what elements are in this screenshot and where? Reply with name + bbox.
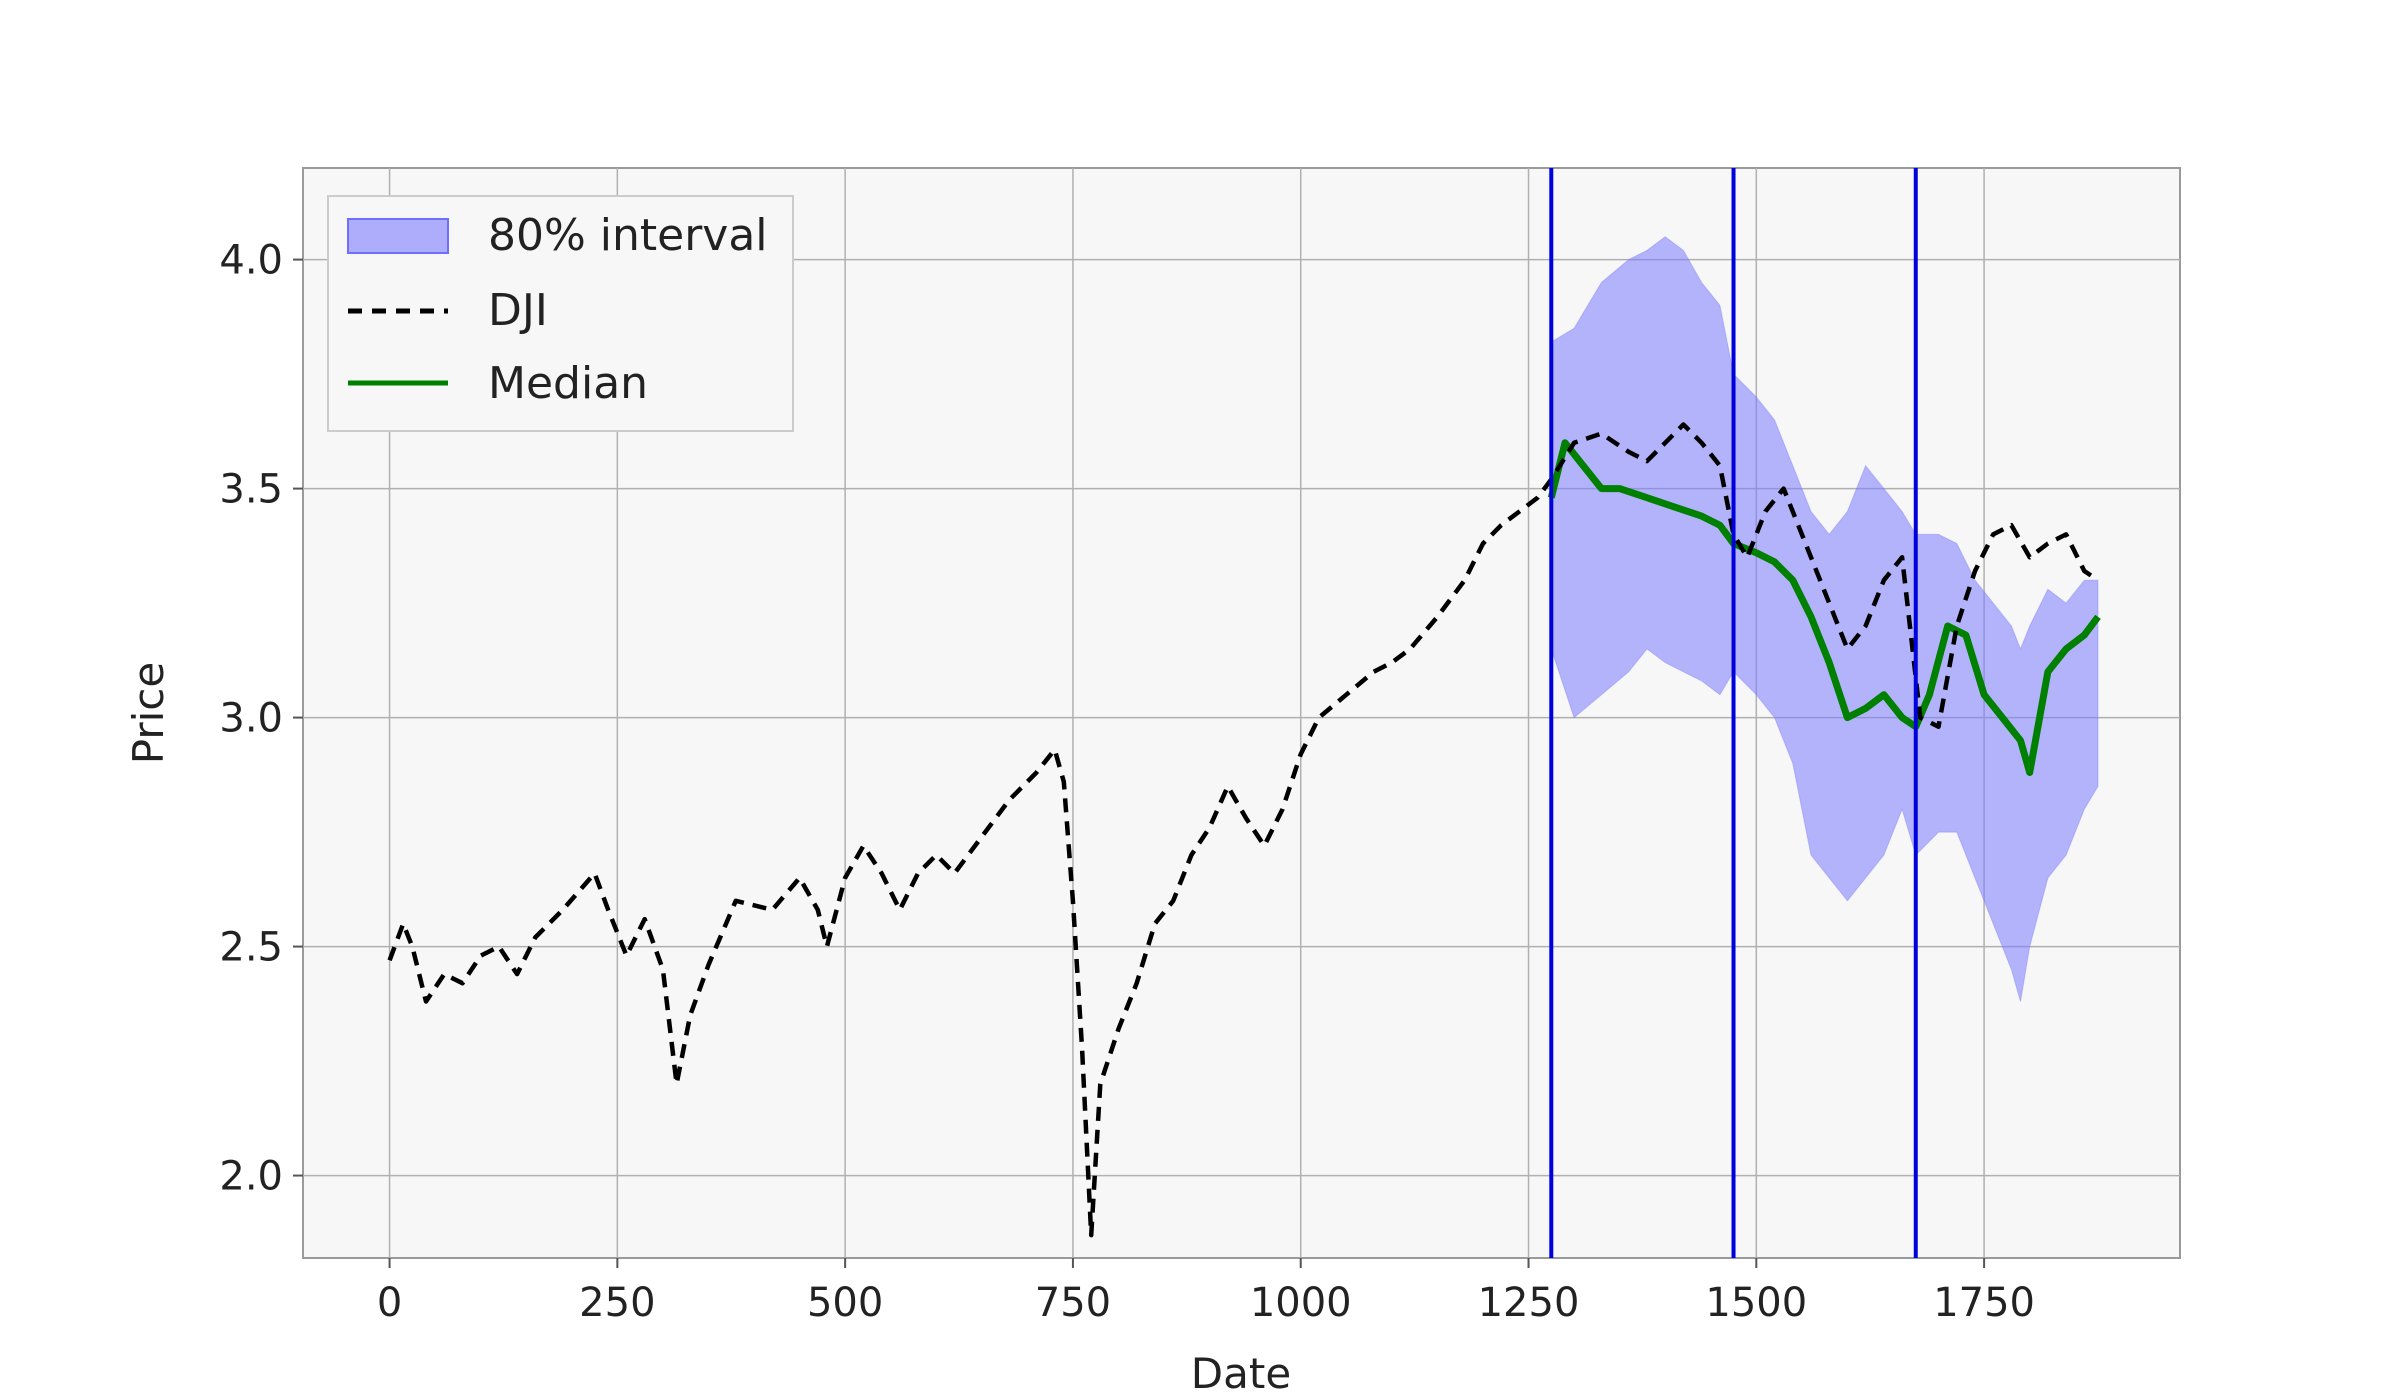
y-tick-label: 2.0 — [219, 1154, 283, 1200]
x-ticks: 0 250 500 750 1000 1250 1500 1750 — [377, 1258, 2035, 1326]
y-tick-label: 3.0 — [219, 696, 283, 742]
y-axis-label: Price — [124, 662, 173, 764]
median-line — [1547, 439, 2101, 776]
x-tick-label: 500 — [807, 1280, 883, 1326]
x-tick-label: 1000 — [1250, 1280, 1352, 1326]
legend-band-swatch — [347, 218, 449, 254]
dji-line-layer — [387, 422, 2100, 1238]
x-tick-label: 1500 — [1705, 1280, 1807, 1326]
y-tick-label: 4.0 — [219, 238, 283, 284]
x-tick-label: 750 — [1035, 1280, 1111, 1326]
dji-line — [387, 422, 2100, 1238]
x-tick-label: 1750 — [1933, 1280, 2035, 1326]
median-line-layer — [1547, 439, 2101, 776]
vertical-lines — [1549, 168, 1918, 1258]
legend-label-interval: 80% interval — [488, 210, 768, 261]
y-ticks: 2.0 2.5 3.0 3.5 4.0 — [219, 238, 303, 1200]
x-axis-label: Date — [1191, 1349, 1291, 1398]
y-tick-label: 2.5 — [219, 925, 283, 971]
x-tick-label: 250 — [579, 1280, 655, 1326]
x-tick-label: 0 — [377, 1280, 402, 1326]
x-tick-label: 1250 — [1478, 1280, 1580, 1326]
y-tick-label: 3.5 — [219, 467, 283, 513]
legend-label-dji: DJI — [488, 285, 548, 336]
legend: 80% interval DJI Median — [327, 195, 794, 432]
legend-label-median: Median — [488, 358, 648, 409]
